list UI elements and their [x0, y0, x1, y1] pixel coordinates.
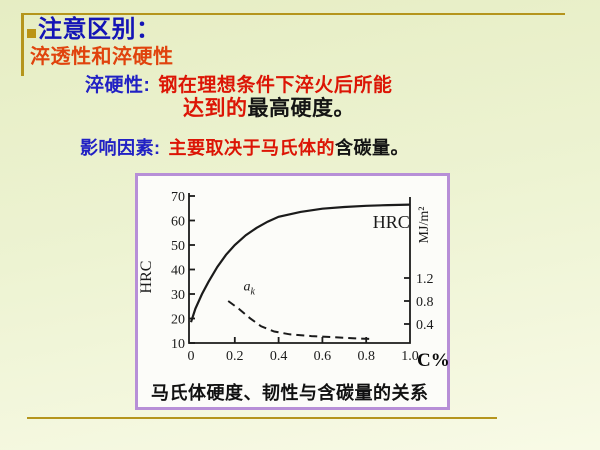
- hardness-toughness-chart: 70 60 50 40 30 20 100 0.2 0.4 0.6 0.8 1.0 1.2 0.8 0.4 H…: [138, 190, 450, 371]
- svg-text:1.2: 1.2: [416, 272, 434, 287]
- slide-subtitle: 淬透性和淬硬性: [30, 46, 174, 68]
- definition-label: 淬硬性:: [85, 75, 151, 96]
- svg-text:20: 20: [171, 313, 185, 328]
- svg-text:70: 70: [171, 190, 185, 205]
- svg-text:HRC: HRC: [373, 212, 410, 232]
- svg-text:0.2: 0.2: [226, 349, 244, 364]
- factors-text-red: 主要取决于马氏体的: [168, 138, 335, 158]
- svg-text:C%: C%: [417, 350, 450, 371]
- slide-title: 注意区别：: [38, 16, 161, 43]
- svg-text:0.8: 0.8: [416, 295, 434, 310]
- svg-text:0.4: 0.4: [270, 349, 288, 364]
- definition-line: 淬硬性: 钢在理想条件下淬火后所能: [85, 75, 392, 97]
- factors-label: 影响因素:: [80, 138, 161, 158]
- svg-text:0.6: 0.6: [314, 349, 332, 364]
- svg-text:60: 60: [171, 215, 185, 230]
- svg-text:10: 10: [171, 337, 185, 352]
- svg-text:0.8: 0.8: [357, 349, 375, 364]
- svg-text:MJ/m²: MJ/m²: [417, 207, 432, 244]
- top-divider: [22, 13, 565, 15]
- svg-text:ak: ak: [244, 279, 256, 297]
- definition-text-red-2: 达到的: [183, 97, 248, 120]
- definition-text-black: 最高硬度。: [247, 97, 355, 120]
- chart-panel: 70 60 50 40 30 20 10 0 0.2 0.4 0.6 0.8 1.0 1.2 0.8 0.4 H…: [135, 173, 450, 410]
- chart-caption: 马氏体硬度、韧性与含碳量的关系: [151, 383, 429, 403]
- svg-text:1.0: 1.0: [401, 349, 419, 364]
- factors-line: 影响因素: 主要取决于马氏体的含碳量。: [80, 138, 409, 159]
- svg-text:50: 50: [171, 239, 185, 254]
- factors-text-black: 含碳量。: [335, 138, 409, 158]
- svg-text:0: 0: [188, 349, 195, 364]
- svg-text:30: 30: [171, 288, 185, 303]
- left-accent-line: [21, 13, 24, 76]
- svg-text:HRC: HRC: [138, 261, 155, 294]
- bullet-square-icon: [27, 29, 36, 38]
- definition-line-2: 达到的最高硬度。: [183, 97, 355, 121]
- bottom-divider: [27, 417, 497, 419]
- definition-text-red: 钢在理想条件下淬火后所能: [158, 75, 393, 96]
- svg-text:40: 40: [171, 264, 185, 279]
- svg-text:0.4: 0.4: [416, 318, 434, 333]
